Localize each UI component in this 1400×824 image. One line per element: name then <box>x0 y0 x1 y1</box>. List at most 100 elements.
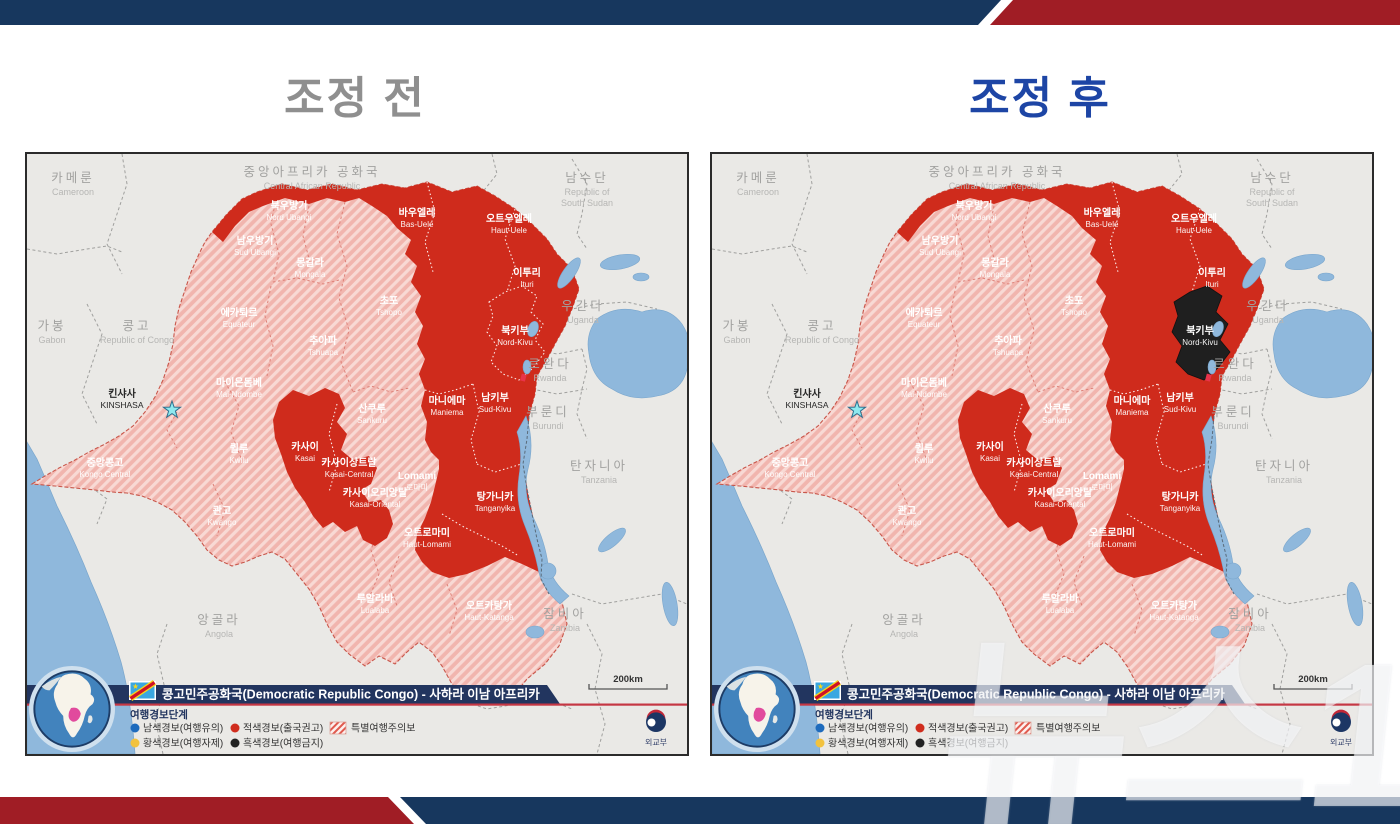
svg-text:Haut-Katanga: Haut-Katanga <box>464 613 514 622</box>
svg-text:Republic of: Republic of <box>1249 187 1295 197</box>
country-label-tanzania: 탄자니아 Tanzania <box>570 459 628 485</box>
scale-bar: 200km <box>588 674 668 690</box>
svg-text:Kongo Central: Kongo Central <box>764 470 815 479</box>
svg-text:Nord-Kivu: Nord-Kivu <box>1182 338 1218 347</box>
svg-text:가봉: 가봉 <box>37 319 66 333</box>
legend-dot <box>230 738 240 748</box>
svg-text:Haut-Lomami: Haut-Lomami <box>1088 540 1136 549</box>
mofa-logo-icon <box>1331 709 1351 732</box>
svg-text:Lomami: Lomami <box>1083 471 1122 482</box>
legend-dot <box>130 723 140 733</box>
svg-text:초포: 초포 <box>380 294 398 307</box>
banner-title: 콩고민주공화국(Democratic Republic Congo) - 사하라… <box>847 687 1225 702</box>
title-before-adjustment: 조정 전 <box>284 74 426 123</box>
capital-star-icon <box>161 399 183 419</box>
svg-text:추아파: 추아파 <box>994 334 1022 347</box>
svg-text:Haut-Lomami: Haut-Lomami <box>403 540 451 549</box>
svg-text:황색경보(여행자제): 황색경보(여행자제) <box>828 737 908 750</box>
svg-text:콴고: 콴고 <box>213 504 231 517</box>
svg-text:Tshopo: Tshopo <box>376 308 402 317</box>
svg-text:마이은돔베: 마이은돔베 <box>216 376 262 389</box>
svg-text:Cameroon: Cameroon <box>737 187 779 197</box>
svg-text:KINSHASA: KINSHASA <box>786 400 829 410</box>
svg-text:남키부: 남키부 <box>481 391 509 404</box>
svg-text:루알라바: 루알라바 <box>1042 592 1080 605</box>
svg-text:Zambia: Zambia <box>550 623 580 633</box>
svg-text:Kasai: Kasai <box>295 454 315 463</box>
svg-text:Kwango: Kwango <box>208 518 237 527</box>
drc-flag-icon <box>128 680 157 701</box>
svg-text:남수단: 남수단 <box>1250 171 1294 185</box>
svg-text:200km: 200km <box>613 674 643 685</box>
svg-text:Cameroon: Cameroon <box>52 187 94 197</box>
svg-text:카사이: 카사이 <box>976 440 1004 453</box>
svg-text:남우방기: 남우방기 <box>237 234 274 247</box>
lakes <box>516 253 687 639</box>
svg-text:탄자니아: 탄자니아 <box>570 459 628 473</box>
svg-text:흑색경보(여행금지): 흑색경보(여행금지) <box>928 737 1008 750</box>
svg-text:Kwilu: Kwilu <box>914 456 933 465</box>
svg-text:르완다: 르완다 <box>528 357 572 371</box>
svg-text:카메룬: 카메룬 <box>51 171 95 185</box>
country-label-cameroon: 카메룬 Cameroon <box>51 171 95 197</box>
svg-text:Gabon: Gabon <box>723 335 750 345</box>
country-label-republic-of-congo: 콩고 Republic of Congo <box>100 319 174 345</box>
country-label-burundi: 부룬디 Burundi <box>526 405 567 431</box>
svg-text:잠비아: 잠비아 <box>1228 607 1272 621</box>
svg-text:Uganda: Uganda <box>567 315 599 325</box>
country-label-central-african-republic: 중앙아프리카 공화국 Central African Republic <box>244 165 378 191</box>
svg-text:남키부: 남키부 <box>1166 391 1194 404</box>
svg-text:탕가니카: 탕가니카 <box>1162 490 1200 503</box>
svg-text:중앙콩고: 중앙콩고 <box>772 457 809 469</box>
banner-title: 콩고민주공화국(Democratic Republic Congo) - 사하라… <box>162 687 540 702</box>
svg-text:카메룬: 카메룬 <box>736 171 780 185</box>
svg-text:마니에마: 마니에마 <box>1114 394 1152 407</box>
svg-text:남수단: 남수단 <box>565 171 609 185</box>
svg-text:Equateur: Equateur <box>223 320 256 329</box>
svg-text:Sud-Kivu: Sud-Kivu <box>479 405 511 414</box>
svg-text:Republic of Congo: Republic of Congo <box>100 335 174 345</box>
svg-text:추아파: 추아파 <box>309 334 337 347</box>
svg-text:오트로마미: 오트로마미 <box>404 526 450 539</box>
svg-text:흑색경보(여행금지): 흑색경보(여행금지) <box>243 737 323 750</box>
svg-text:Central African Republic: Central African Republic <box>949 181 1046 191</box>
svg-text:Kwilu: Kwilu <box>229 456 248 465</box>
svg-text:Mai-Ndombe: Mai-Ndombe <box>901 390 947 399</box>
svg-text:특별여행주의보: 특별여행주의보 <box>1036 723 1100 735</box>
svg-text:킨샤사: 킨샤사 <box>108 387 136 400</box>
svg-text:오트우엘레: 오트우엘레 <box>1171 212 1217 225</box>
svg-text:Rwanda: Rwanda <box>1218 373 1251 383</box>
country-label-zambia: 잠비아 Zambia <box>543 607 584 633</box>
mofa-logo-icon <box>646 709 666 732</box>
svg-text:Kasai-Central: Kasai-Central <box>325 470 374 479</box>
country-label-uganda: 우간다 Uganda <box>561 299 602 325</box>
svg-text:Sankuru: Sankuru <box>1042 416 1072 425</box>
svg-text:중앙아프리카 공화국: 중앙아프리카 공화국 <box>929 165 1066 179</box>
svg-text:초포: 초포 <box>1065 294 1083 307</box>
svg-text:Kasai: Kasai <box>980 454 1000 463</box>
svg-text:Tshopo: Tshopo <box>1061 308 1087 317</box>
svg-text:Maniema: Maniema <box>431 408 464 417</box>
svg-text:Sud Ubangi: Sud Ubangi <box>919 248 961 257</box>
